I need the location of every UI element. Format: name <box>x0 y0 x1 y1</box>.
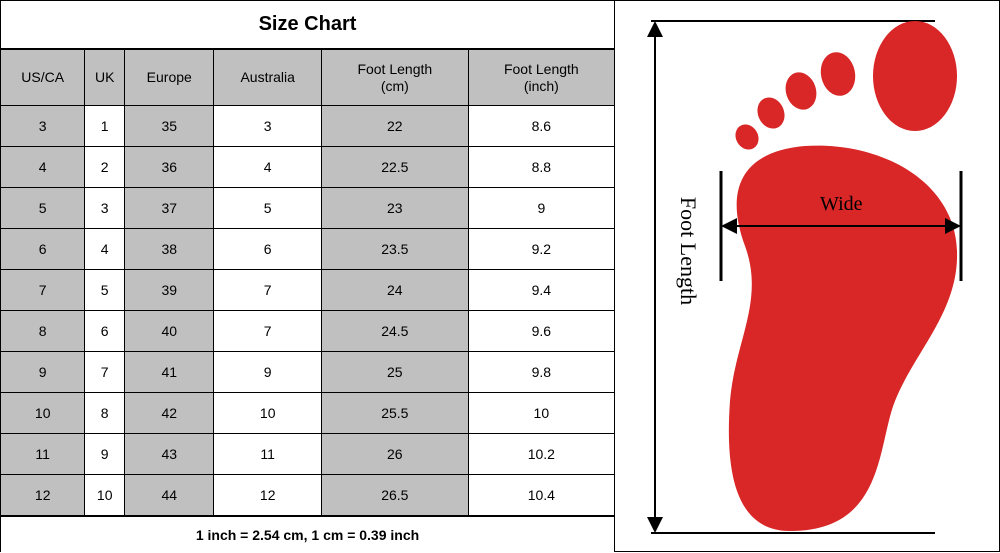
table-cell: 40 <box>125 311 214 352</box>
table-cell: 9.2 <box>468 229 614 270</box>
table-row: 108421025.510 <box>1 393 614 434</box>
foot-length-label: Foot Length <box>675 197 701 305</box>
table-cell: 8 <box>85 393 125 434</box>
table-cell: 42 <box>125 393 214 434</box>
table-cell: 41 <box>125 352 214 393</box>
table-cell: 9 <box>468 188 614 229</box>
foot-diagram-panel: Foot Length Wide <box>615 0 1000 552</box>
table-cell: 4 <box>214 147 321 188</box>
table-cell: 22.5 <box>321 147 468 188</box>
table-cell: 22 <box>321 106 468 147</box>
table-cell: 24.5 <box>321 311 468 352</box>
column-header: Foot Length(cm) <box>321 50 468 106</box>
table-cell: 7 <box>214 311 321 352</box>
table-cell: 10 <box>468 393 614 434</box>
table-cell: 5 <box>1 188 85 229</box>
size-table: US/CAUKEuropeAustraliaFoot Length(cm)Foo… <box>1 49 614 516</box>
table-header-row: US/CAUKEuropeAustraliaFoot Length(cm)Foo… <box>1 50 614 106</box>
table-cell: 24 <box>321 270 468 311</box>
column-header: Foot Length(inch) <box>468 50 614 106</box>
foot-diagram-svg <box>615 1 1000 553</box>
table-cell: 11 <box>1 434 85 475</box>
table-cell: 3 <box>85 188 125 229</box>
table-cell: 9 <box>85 434 125 475</box>
table-cell: 7 <box>214 270 321 311</box>
table-cell: 9.6 <box>468 311 614 352</box>
table-cell: 43 <box>125 434 214 475</box>
table-row: 1210441226.510.4 <box>1 475 614 516</box>
table-cell: 39 <box>125 270 214 311</box>
table-cell: 3 <box>214 106 321 147</box>
foot-shape <box>729 21 957 531</box>
table-row: 97419259.8 <box>1 352 614 393</box>
table-cell: 8.6 <box>468 106 614 147</box>
table-cell: 5 <box>85 270 125 311</box>
conversion-note: 1 inch = 2.54 cm, 1 cm = 0.39 inch <box>1 516 614 553</box>
table-cell: 2 <box>85 147 125 188</box>
table-cell: 6 <box>214 229 321 270</box>
table-cell: 6 <box>85 311 125 352</box>
table-cell: 8.8 <box>468 147 614 188</box>
table-cell: 10 <box>1 393 85 434</box>
table-cell: 9.8 <box>468 352 614 393</box>
table-cell: 25.5 <box>321 393 468 434</box>
table-cell: 25 <box>321 352 468 393</box>
column-header: UK <box>85 50 125 106</box>
table-cell: 37 <box>125 188 214 229</box>
table-cell: 38 <box>125 229 214 270</box>
table-row: 11943112610.2 <box>1 434 614 475</box>
table-cell: 12 <box>1 475 85 516</box>
column-header: Australia <box>214 50 321 106</box>
table-row: 53375239 <box>1 188 614 229</box>
column-header: Europe <box>125 50 214 106</box>
table-cell: 10.2 <box>468 434 614 475</box>
table-cell: 36 <box>125 147 214 188</box>
wide-label: Wide <box>820 193 863 216</box>
table-cell: 6 <box>1 229 85 270</box>
table-cell: 44 <box>125 475 214 516</box>
table-cell: 4 <box>1 147 85 188</box>
column-header: US/CA <box>1 50 85 106</box>
size-chart-panel: Size Chart US/CAUKEuropeAustraliaFoot Le… <box>0 0 615 552</box>
table-cell: 7 <box>85 352 125 393</box>
table-cell: 9 <box>1 352 85 393</box>
table-cell: 23 <box>321 188 468 229</box>
table-cell: 23.5 <box>321 229 468 270</box>
table-cell: 26 <box>321 434 468 475</box>
table-cell: 1 <box>85 106 125 147</box>
table-cell: 10.4 <box>468 475 614 516</box>
table-cell: 7 <box>1 270 85 311</box>
chart-title: Size Chart <box>1 1 614 49</box>
table-cell: 10 <box>85 475 125 516</box>
table-row: 31353228.6 <box>1 106 614 147</box>
table-cell: 12 <box>214 475 321 516</box>
table-row: 8640724.59.6 <box>1 311 614 352</box>
table-cell: 10 <box>214 393 321 434</box>
table-cell: 3 <box>1 106 85 147</box>
table-row: 75397249.4 <box>1 270 614 311</box>
table-cell: 4 <box>85 229 125 270</box>
table-cell: 9.4 <box>468 270 614 311</box>
table-cell: 11 <box>214 434 321 475</box>
table-cell: 8 <box>1 311 85 352</box>
table-cell: 5 <box>214 188 321 229</box>
table-cell: 9 <box>214 352 321 393</box>
table-cell: 26.5 <box>321 475 468 516</box>
table-row: 4236422.58.8 <box>1 147 614 188</box>
table-row: 6438623.59.2 <box>1 229 614 270</box>
table-cell: 35 <box>125 106 214 147</box>
